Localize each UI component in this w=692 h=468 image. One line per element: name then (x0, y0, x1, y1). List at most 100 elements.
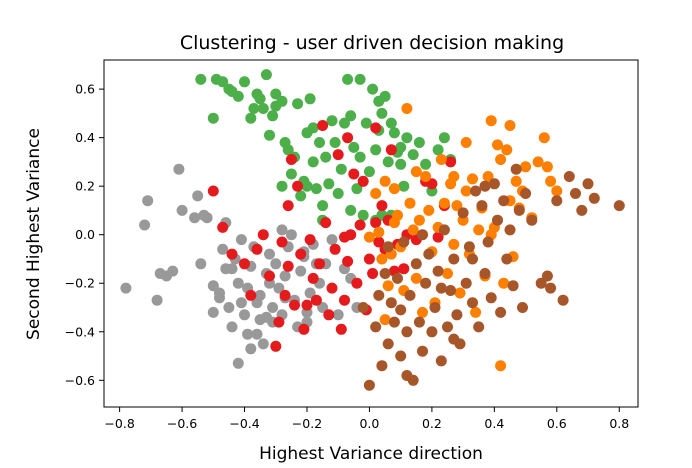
data-point (467, 173, 478, 185)
data-point (417, 229, 428, 241)
data-point (273, 316, 285, 328)
data-point (282, 260, 294, 272)
data-point (379, 268, 391, 279)
data-point (545, 282, 557, 294)
data-point (370, 321, 382, 333)
data-point (376, 107, 388, 119)
data-point (276, 95, 288, 107)
data-point (482, 236, 494, 248)
data-point (435, 355, 447, 367)
data-point (260, 311, 272, 323)
data-point (376, 200, 388, 212)
data-point (335, 163, 347, 175)
data-point (404, 289, 416, 301)
data-point (270, 258, 282, 270)
data-point (264, 248, 275, 260)
data-point (207, 306, 219, 318)
data-point (301, 180, 313, 192)
data-point (189, 212, 201, 224)
data-point (467, 297, 478, 309)
data-point (513, 204, 525, 216)
data-point (445, 285, 457, 296)
data-point (432, 144, 444, 156)
y-tick-label: −0.2 (65, 276, 95, 291)
data-point (410, 166, 422, 178)
data-point (307, 272, 319, 284)
chart-title: Clustering - user driven decision making (180, 32, 564, 54)
data-point (385, 297, 397, 309)
data-point (398, 263, 410, 275)
data-point (245, 112, 257, 124)
x-tick-label: 0.4 (484, 416, 504, 431)
data-point (541, 270, 553, 282)
data-point (235, 297, 247, 309)
data-point (379, 175, 391, 187)
data-point (507, 280, 519, 292)
data-point (367, 268, 379, 279)
data-point (454, 287, 466, 299)
data-point (373, 236, 385, 248)
data-point (254, 289, 266, 301)
data-point (492, 214, 503, 226)
data-point (332, 309, 344, 321)
data-point (423, 204, 435, 216)
y-axis: −0.6 −0.4 −0.2 0.0 0.2 0.4 0.6 (65, 82, 104, 388)
data-point (192, 190, 204, 202)
data-point (292, 180, 304, 192)
data-point (329, 137, 341, 148)
data-point (395, 304, 407, 316)
data-point (488, 178, 500, 190)
data-point (339, 117, 350, 129)
data-point (532, 156, 544, 168)
data-point (448, 253, 460, 265)
data-point (232, 90, 244, 102)
data-point (326, 282, 338, 294)
data-point (310, 294, 322, 306)
data-point (351, 277, 363, 289)
data-point (295, 190, 307, 202)
data-point (551, 185, 563, 197)
data-point (442, 268, 453, 279)
data-point (457, 207, 469, 219)
data-point (326, 115, 338, 127)
data-point (395, 158, 407, 170)
data-point (520, 161, 532, 173)
data-point (495, 360, 507, 372)
data-point (373, 95, 385, 107)
data-point (448, 171, 460, 182)
data-point (323, 178, 335, 190)
data-point (301, 299, 313, 311)
data-point (463, 241, 475, 253)
data-point (382, 338, 394, 350)
data-point (495, 154, 507, 165)
data-point (270, 88, 282, 100)
data-point (373, 289, 385, 301)
data-point (563, 171, 575, 182)
data-point (435, 282, 447, 294)
data-point (239, 309, 250, 321)
data-point (473, 224, 485, 236)
x-axis: −0.8 −0.6 −0.4 −0.2 0.0 0.2 0.4 0.6 0.8 (104, 407, 629, 431)
data-point (317, 200, 329, 212)
data-point (535, 277, 547, 289)
data-point (379, 314, 391, 326)
data-point (473, 321, 485, 333)
data-point (323, 309, 335, 321)
data-point (357, 209, 369, 221)
data-point (217, 243, 229, 255)
data-point (289, 299, 300, 311)
data-point (504, 224, 516, 236)
data-point (376, 253, 388, 265)
data-point (307, 122, 319, 134)
plot-frame (103, 59, 639, 408)
data-point (276, 224, 288, 236)
data-point (429, 302, 441, 313)
points-layer (120, 69, 625, 391)
data-point (173, 163, 185, 175)
data-point (239, 258, 250, 270)
data-point (354, 73, 366, 85)
data-point (388, 316, 400, 328)
data-point (470, 306, 482, 318)
data-point (217, 76, 229, 88)
